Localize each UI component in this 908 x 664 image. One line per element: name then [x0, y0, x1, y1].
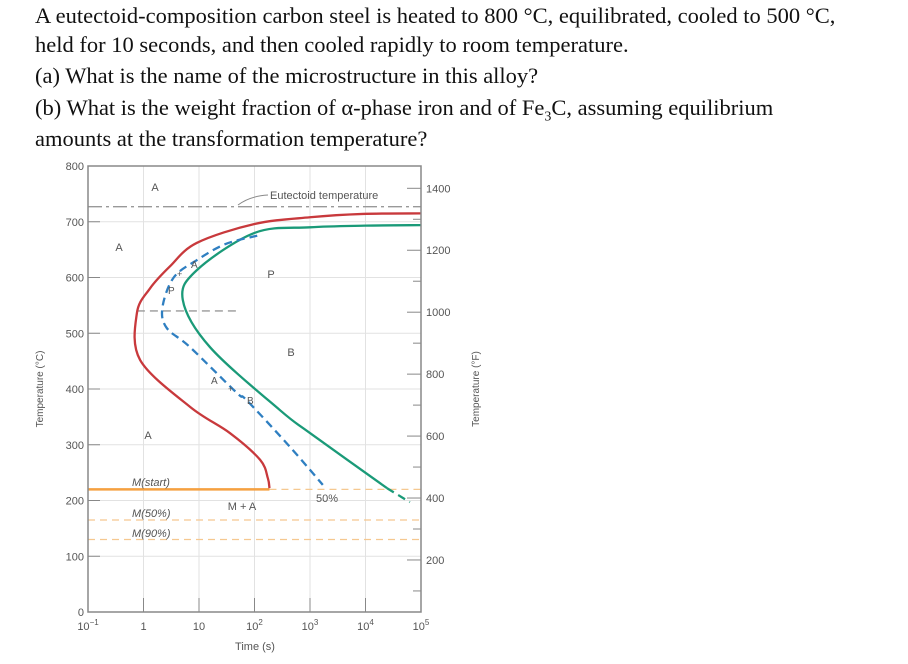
- y-right-tick-label: 600: [426, 431, 444, 443]
- y-right-tick-label: 1400: [426, 183, 450, 195]
- x-axis-label: Time (s): [235, 641, 275, 653]
- x-tick-label: 1: [140, 621, 146, 633]
- curve-label-p: P: [168, 286, 175, 297]
- y-tick-label: 400: [66, 384, 84, 396]
- y-right-tick-label: 1000: [426, 307, 450, 319]
- eutectoid-label: Eutectoid temperature: [270, 190, 378, 202]
- y-tick-label: 700: [66, 217, 84, 229]
- x-tick-label: 102: [246, 618, 263, 633]
- y-axis-label-right: Temperature (°F): [471, 351, 482, 427]
- curve-label-a: A: [191, 260, 198, 271]
- end-curve: [181, 223, 422, 490]
- y-tick-label: 500: [66, 328, 84, 340]
- fifty-percent-curve: [160, 234, 324, 486]
- x-tick-label: 10: [193, 621, 205, 633]
- curve-label-plus: +: [177, 269, 182, 279]
- y-right-tick-label: 400: [426, 493, 444, 505]
- region-label-a-top: A: [151, 182, 159, 194]
- x-tick-label: 10−1: [77, 618, 99, 633]
- y-tick-label: 800: [66, 161, 84, 173]
- x-tick-label: 105: [413, 618, 430, 633]
- curve-label-b: B: [247, 396, 254, 407]
- y-right-tick-label: 1200: [426, 245, 450, 257]
- problem-line-2: held for 10 seconds, and then cooled rap…: [35, 32, 629, 57]
- m50-label: M(50%): [132, 508, 171, 520]
- eutectoid-arrow: [237, 194, 269, 206]
- y-tick-label: 200: [66, 496, 84, 508]
- label-50-percent: 50%: [316, 493, 338, 505]
- region-label-b: B: [287, 347, 294, 359]
- region-label-p: P: [267, 269, 274, 281]
- region-label-m-plus-a: M + A: [228, 501, 257, 513]
- problem-line-4-tail: C, assuming equilibrium: [551, 95, 774, 120]
- problem-line-1: A eutectoid-composition carbon steel is …: [35, 3, 836, 28]
- ms-label: M(start): [132, 477, 170, 489]
- m90-label: M(90%): [132, 528, 171, 540]
- end-curve-extension: [386, 487, 411, 504]
- y-axis-label-left: Temperature (°C): [35, 351, 46, 428]
- curve-label-a2: A: [211, 376, 218, 387]
- y-tick-label: 300: [66, 440, 84, 452]
- problem-line-3: (a) What is the name of the microstructu…: [35, 63, 539, 88]
- y-tick-label: 0: [78, 607, 84, 619]
- x-tick-label: 104: [357, 618, 374, 633]
- y-right-tick-label: 800: [426, 369, 444, 381]
- problem-line-4: (b) What is the weight fraction of α-pha…: [35, 95, 773, 131]
- problem-line-5: amounts at the transformation temperatur…: [35, 126, 428, 151]
- region-label-a-left: A: [115, 242, 123, 254]
- curve-label-plus2: +: [228, 384, 233, 394]
- y-tick-label: 600: [66, 273, 84, 285]
- y-tick-label: 100: [66, 551, 84, 563]
- region-label-a-low: A: [144, 430, 152, 442]
- x-tick-label: 103: [302, 618, 319, 633]
- problem-line-4-text: (b) What is the weight fraction of α-pha…: [35, 95, 545, 120]
- subscript-3: 3: [544, 109, 552, 125]
- y-right-tick-label: 200: [426, 555, 444, 567]
- start-curve: [133, 212, 422, 489]
